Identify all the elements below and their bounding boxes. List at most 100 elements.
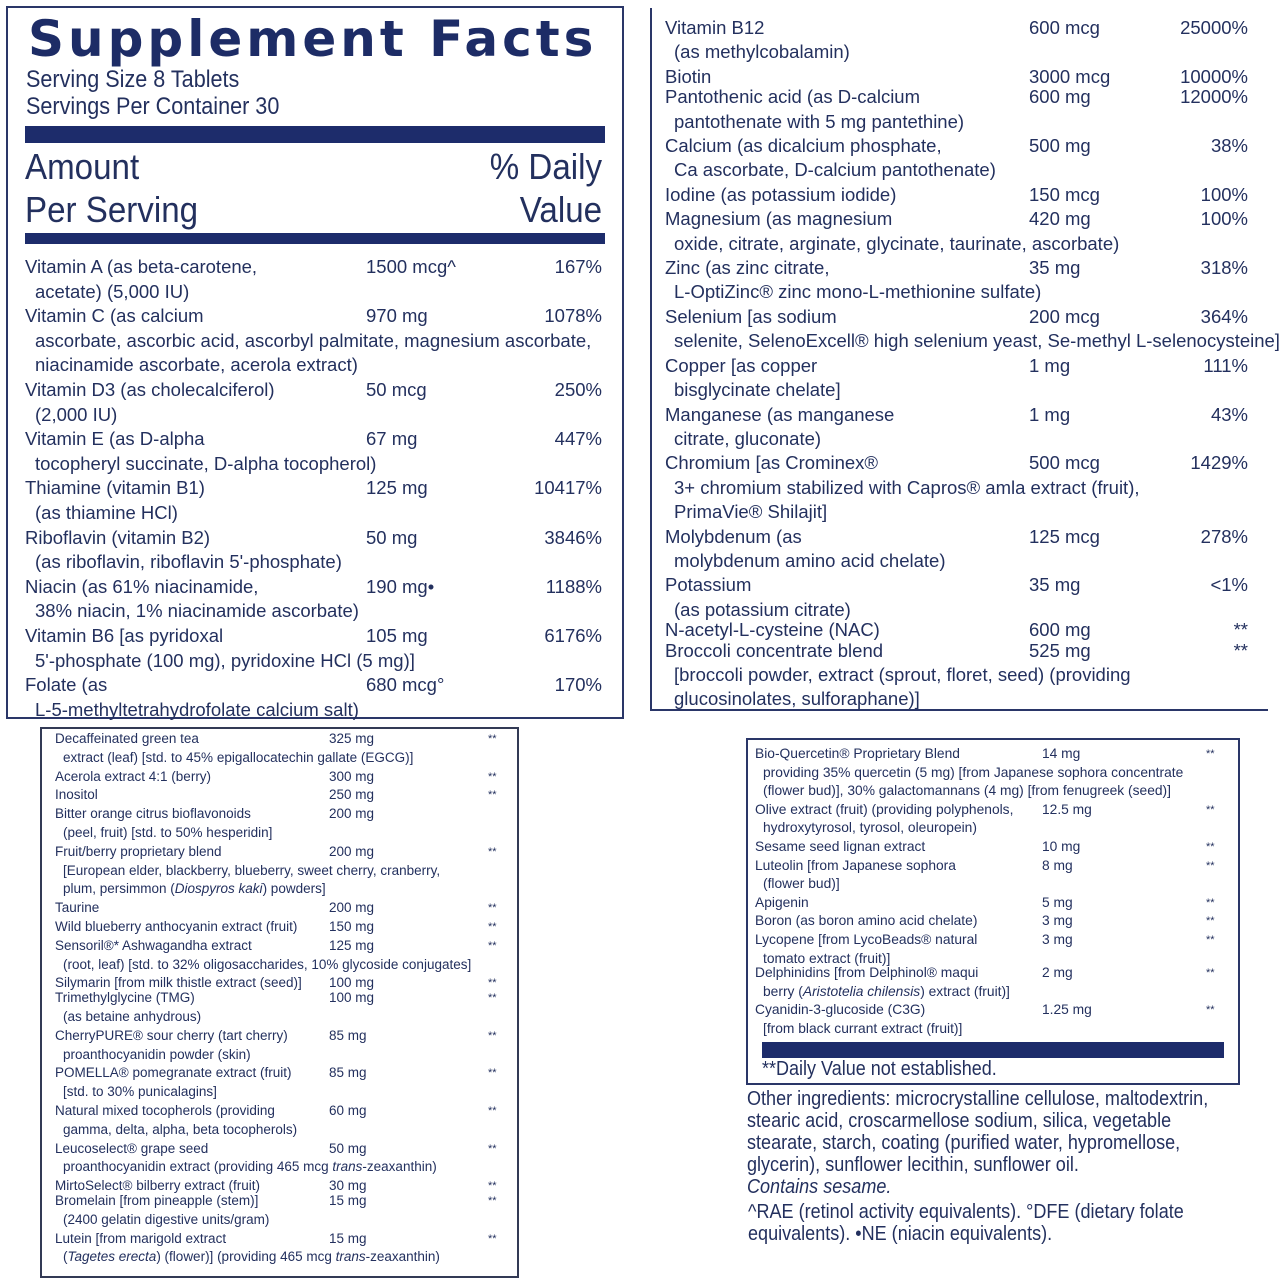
amount-per-serving: 125 mg xyxy=(329,937,375,953)
nutrient-name: Pantothenic acid (as D-calcium xyxy=(665,86,920,108)
amount-per-serving: 200 mg xyxy=(329,843,375,859)
nutrient-line: Vitamin E (as D-alpha 67 mg 447% xyxy=(8,427,622,452)
amount-per-serving: 325 mg xyxy=(329,731,375,746)
nutrient-detail-line: Ca ascorbate, D-calcium pantothenate) xyxy=(652,158,1268,182)
daily-value-percent: ** xyxy=(488,1232,497,1245)
nutrient-name: Delphinidins [from Delphinol® maqui xyxy=(755,965,979,981)
amount-per-serving: 1 mg xyxy=(1029,403,1071,425)
nutrient-detail-line: (2,000 IU) xyxy=(8,403,622,428)
nutrient-row: Chromium [as Crominex® 500 mcg 1429% 3+ chr… xyxy=(652,451,1268,524)
amount-per-serving: 500 mcg xyxy=(1029,452,1100,474)
nutrient-detail-line: pantothenate with 5 mg pantethine) xyxy=(652,110,1268,134)
nutrient-name: citrate, gluconate) xyxy=(674,427,822,449)
nutrient-detail-line: [broccoli powder, extract (sprout, flore… xyxy=(652,663,1268,687)
nutrient-line: Leucoselect® grape seed 50 mg ** xyxy=(42,1140,517,1159)
nutrient-name-segment: ) extract (fruit)] xyxy=(920,983,1010,999)
daily-value-percent: ** xyxy=(1206,748,1215,760)
nutrient-line: Broccoli concentrate blend 525 mg ** xyxy=(652,639,1268,663)
amount-per-serving: 3000 mcg xyxy=(1029,65,1111,87)
nutrient-name: (root, leaf) [std. to 32% oligosaccharid… xyxy=(63,956,472,972)
nutrient-name: Calcium (as dicalcium phosphate, xyxy=(665,135,942,157)
daily-value-percent: ** xyxy=(1206,967,1215,980)
nutrient-name: acetate) (5,000 IU) xyxy=(35,280,190,302)
nutrient-name: Biotin xyxy=(665,65,712,87)
nutrient-row: Biotin 3000 mcg 10000% xyxy=(652,65,1268,89)
nutrient-name: niacinamide ascorbate, acerola extract) xyxy=(35,354,358,376)
daily-value-percent: 100% xyxy=(1200,208,1248,230)
daily-value-percent: 447% xyxy=(554,428,602,450)
nutrient-line: CherryPURE® sour cherry (tart cherry) 85 … xyxy=(42,1027,517,1046)
nutrient-line: Biotin 3000 mcg 10000% xyxy=(652,65,1268,89)
nutrient-detail-line: 3+ chromium stabilized with Capros® amla… xyxy=(652,476,1268,500)
amount-per-serving-label: Amount Per Serving xyxy=(25,145,198,231)
nutrient-row: POMELLA® pomegranate extract (fruit) 85 m… xyxy=(42,1064,517,1102)
supplement-facts-panel-botanicals: Decaffeinated green tea 325 mg ** extract (… xyxy=(40,727,519,1278)
nutrient-line: Wild blueberry anthocyanin extract (frui… xyxy=(42,918,517,937)
nutrient-detail-line: tomato extract (fruit)] xyxy=(748,950,1238,969)
daily-value-percent: 170% xyxy=(554,674,602,696)
nutrient-name: oxide, citrate, arginate, glycinate, tau… xyxy=(674,232,1120,254)
nutrient-line: Iodine (as potassium iodide) 150 mcg 100% xyxy=(652,183,1268,207)
nutrient-line: Chromium [as Crominex® 500 mcg 1429% xyxy=(652,451,1268,475)
nutrient-line: Silymarin [from milk thistle extract (se… xyxy=(42,974,517,993)
nutrient-name: Vitamin C (as calcium xyxy=(25,305,204,327)
nutrient-row: Bio-Quercetin® Proprietary Blend 14 mg ** p… xyxy=(748,745,1238,801)
daily-value-percent: ** xyxy=(488,902,497,915)
nutrient-name: Luteolin [from Japanese sophora xyxy=(755,857,956,873)
nutrient-detail-line: [European elder, blackberry, blueberry, … xyxy=(42,862,517,881)
amount-per-serving: 600 mg xyxy=(1029,86,1091,108)
amount-per-serving: 200 mg xyxy=(329,806,375,822)
nutrient-row: Lycopene [from LycoBeads® natural 3 mg ** t… xyxy=(748,931,1238,968)
nutrient-name: Riboflavin (vitamin B2) xyxy=(25,526,211,548)
nutrient-row: CherryPURE® sour cherry (tart cherry) 85 … xyxy=(42,1027,517,1065)
nutrient-row: Calcium (as dicalcium phosphate, 500 mg 38… xyxy=(652,134,1268,183)
nutrient-name-segment: Aristotelia chilensis xyxy=(802,983,921,999)
daily-value-percent: ** xyxy=(1206,1004,1215,1017)
amount-per-serving: 525 mg xyxy=(1029,639,1091,661)
nutrient-name: Bromelain [from pineapple (stem)] xyxy=(55,1192,259,1208)
nutrient-name: tocopheryl succinate, D-alpha tocopherol… xyxy=(35,452,377,474)
amount-per-serving: 500 mg xyxy=(1029,135,1091,157)
nutrient-line: Bromelain [from pineapple (stem)] 15 mg ** xyxy=(42,1192,517,1211)
nutrient-detail-line: selenite, SelenoExcell® high selenium ye… xyxy=(652,329,1280,353)
nutrient-line: Magnesium (as magnesium 420 mg 100% xyxy=(652,207,1268,231)
amount-per-serving: 150 mg xyxy=(329,918,375,934)
nutrient-line: Apigenin 5 mg ** xyxy=(748,894,1238,913)
nutrient-name: Lutein [from marigold extract xyxy=(55,1230,227,1246)
nutrient-name: glucosinolates, sulforaphane)] xyxy=(674,688,920,710)
nutrient-name: Trimethylglycine (TMG) xyxy=(55,990,195,1006)
nutrient-name: Broccoli concentrate blend xyxy=(665,639,884,661)
nutrient-line: Vitamin C (as calcium 970 mg 1078% xyxy=(8,304,622,329)
nutrient-line: Fruit/berry proprietary blend 200 mg ** xyxy=(42,843,517,862)
nutrient-detail-line: PrimaVie® Shilajit] xyxy=(652,500,1268,524)
nutrient-list: Decaffeinated green tea 325 mg ** extract (… xyxy=(42,730,517,1267)
daily-value-percent: 25000% xyxy=(1180,17,1248,38)
nutrient-name: Niacin (as 61% niacinamide, xyxy=(25,575,259,597)
nutrient-name: Vitamin D3 (as cholecalciferol) xyxy=(25,378,275,400)
serving-size: Serving Size 8 Tablets xyxy=(26,66,240,93)
daily-value-percent: ** xyxy=(488,1029,497,1042)
nutrient-name: Folate (as xyxy=(25,674,108,696)
nutrient-detail-line: providing 35% quercetin (5 mg) [from Jap… xyxy=(748,764,1238,783)
amount-per-serving: 12.5 mg xyxy=(1042,801,1092,817)
nutrient-name: Vitamin A (as beta-carotene, xyxy=(25,256,258,277)
amount-per-serving: 125 mg xyxy=(366,477,428,499)
nutrient-name: Magnesium (as magnesium xyxy=(665,208,893,230)
daily-value-percent: ** xyxy=(1206,803,1215,816)
amount-per-serving: 250 mg xyxy=(329,787,375,803)
daily-value-percent: 38% xyxy=(1210,135,1248,157)
nutrient-row: Molybdenum (as 125 mcg 278% molybdenum amin… xyxy=(652,525,1268,574)
daily-value-percent: 1078% xyxy=(544,305,602,327)
nutrient-name: Vitamin B12 xyxy=(665,17,765,38)
nutrient-name: [broccoli powder, extract (sprout, flore… xyxy=(674,663,1131,685)
amount-label-line: Per Serving xyxy=(25,189,199,230)
amount-per-serving: 1500 mcg^ xyxy=(366,256,456,277)
nutrient-name: hydroxytyrosol, tyrosol, oleuropein) xyxy=(763,820,977,836)
amount-per-serving: 190 mg• xyxy=(366,575,435,597)
nutrient-detail-line: acetate) (5,000 IU) xyxy=(8,280,622,305)
amount-per-serving: 3 mg xyxy=(1042,913,1073,929)
amount-per-serving: 15 mg xyxy=(329,1192,367,1208)
nutrient-row: Taurine 200 mg ** xyxy=(42,899,517,918)
nutrient-detail-line: molybdenum amino acid chelate) xyxy=(652,549,1268,573)
nutrient-name: Lycopene [from LycoBeads® natural xyxy=(755,931,978,947)
